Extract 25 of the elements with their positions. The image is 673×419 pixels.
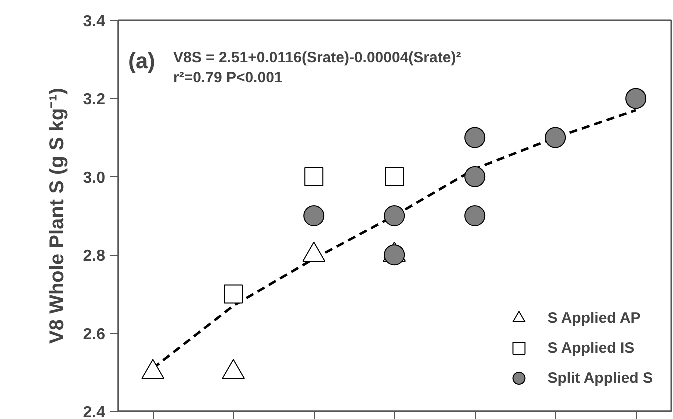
y-tick-label: 3.4 [83, 14, 106, 30]
point [464, 127, 486, 148]
y-tick-label: 2.8 [83, 248, 106, 266]
annotation: V8S = 2.51+0.0116(Srate)-0.00004(Srate)² [174, 50, 462, 66]
point [384, 206, 406, 226]
point [626, 88, 647, 110]
legend-label: S Applied AP [548, 310, 641, 326]
y-tick-label: 3.0 [83, 170, 106, 187]
point [222, 359, 246, 380]
y-tick-label: 3.2 [83, 92, 106, 109]
point [304, 167, 324, 186]
y-tick-label: 2.4 [83, 404, 106, 419]
y-axis-title: V8 Whole Plant S (g S kg⁻¹) [46, 88, 68, 344]
point [304, 206, 325, 226]
point [385, 167, 404, 186]
annotation: r²=0.79 P<0.001 [174, 70, 283, 86]
annotation: (a) [128, 48, 156, 74]
point [545, 127, 566, 148]
point [384, 244, 406, 266]
point [464, 166, 486, 188]
legend-label: S Applied IS [548, 340, 635, 356]
point [142, 359, 165, 380]
point [464, 206, 486, 226]
y-tick-label: 2.6 [83, 326, 106, 344]
legend-label: Split Applied S [548, 370, 653, 386]
